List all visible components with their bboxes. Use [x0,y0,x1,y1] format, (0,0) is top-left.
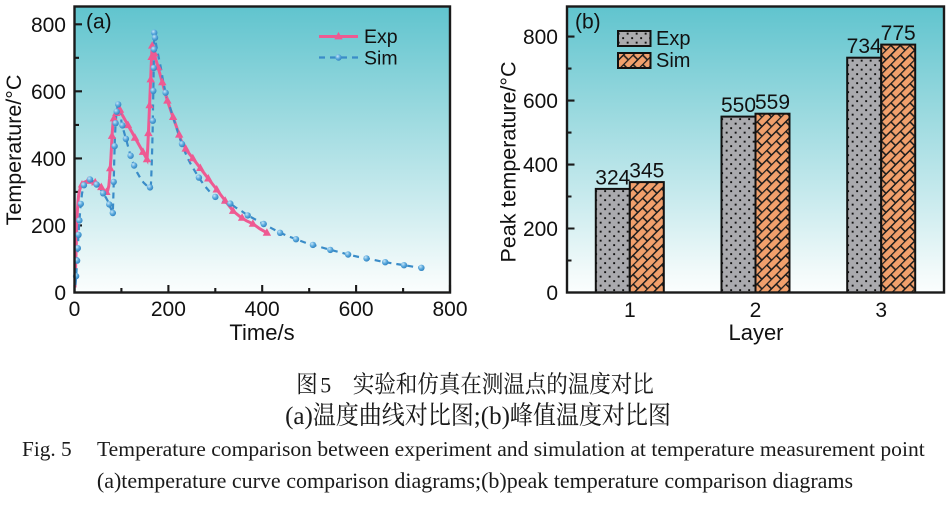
svg-text:Layer: Layer [728,320,783,345]
svg-text:345: 345 [629,160,664,183]
svg-text:200: 200 [151,298,186,321]
svg-text:Temperature comparison between: Temperature comparison between experimen… [97,437,925,461]
svg-text:400: 400 [245,298,280,321]
svg-text:5: 5 [320,373,331,398]
svg-text:550: 550 [721,94,756,117]
svg-text:1: 1 [624,299,636,322]
svg-text:200: 200 [523,218,558,241]
svg-text:200: 200 [31,215,66,238]
svg-text:800: 800 [523,26,558,49]
svg-text:734: 734 [847,35,882,58]
svg-text:Peak temperature/°C: Peak temperature/°C [497,62,521,263]
svg-text:(a)temperature curve compariso: (a)temperature curve comparison diagrams… [97,468,853,493]
svg-text:400: 400 [523,154,558,177]
svg-text:600: 600 [339,298,374,321]
svg-text:800: 800 [31,14,66,37]
svg-text:Temperature/°C: Temperature/°C [2,75,26,226]
svg-text:3: 3 [875,299,887,322]
svg-text:(b): (b) [575,11,601,34]
svg-text:0: 0 [69,298,81,321]
svg-text:600: 600 [523,90,558,113]
svg-text:(a): (a) [285,403,313,430]
svg-text:324: 324 [595,166,630,189]
svg-text:400: 400 [31,148,66,171]
svg-text:775: 775 [881,22,916,45]
svg-text:600: 600 [31,81,66,104]
svg-text:Sim: Sim [656,50,690,72]
svg-text:Fig. 5: Fig. 5 [22,437,72,461]
svg-text:Sim: Sim [364,48,398,70]
svg-text:559: 559 [755,91,790,114]
svg-text:0: 0 [546,282,558,305]
svg-text:2: 2 [750,299,762,322]
svg-text:;(b): ;(b) [474,403,510,430]
svg-text:(a): (a) [86,11,112,34]
svg-text:Exp: Exp [656,28,690,50]
svg-text:Exp: Exp [364,26,398,48]
svg-text:800: 800 [432,298,467,321]
svg-text:Time/s: Time/s [229,320,294,345]
svg-text:0: 0 [54,282,66,305]
